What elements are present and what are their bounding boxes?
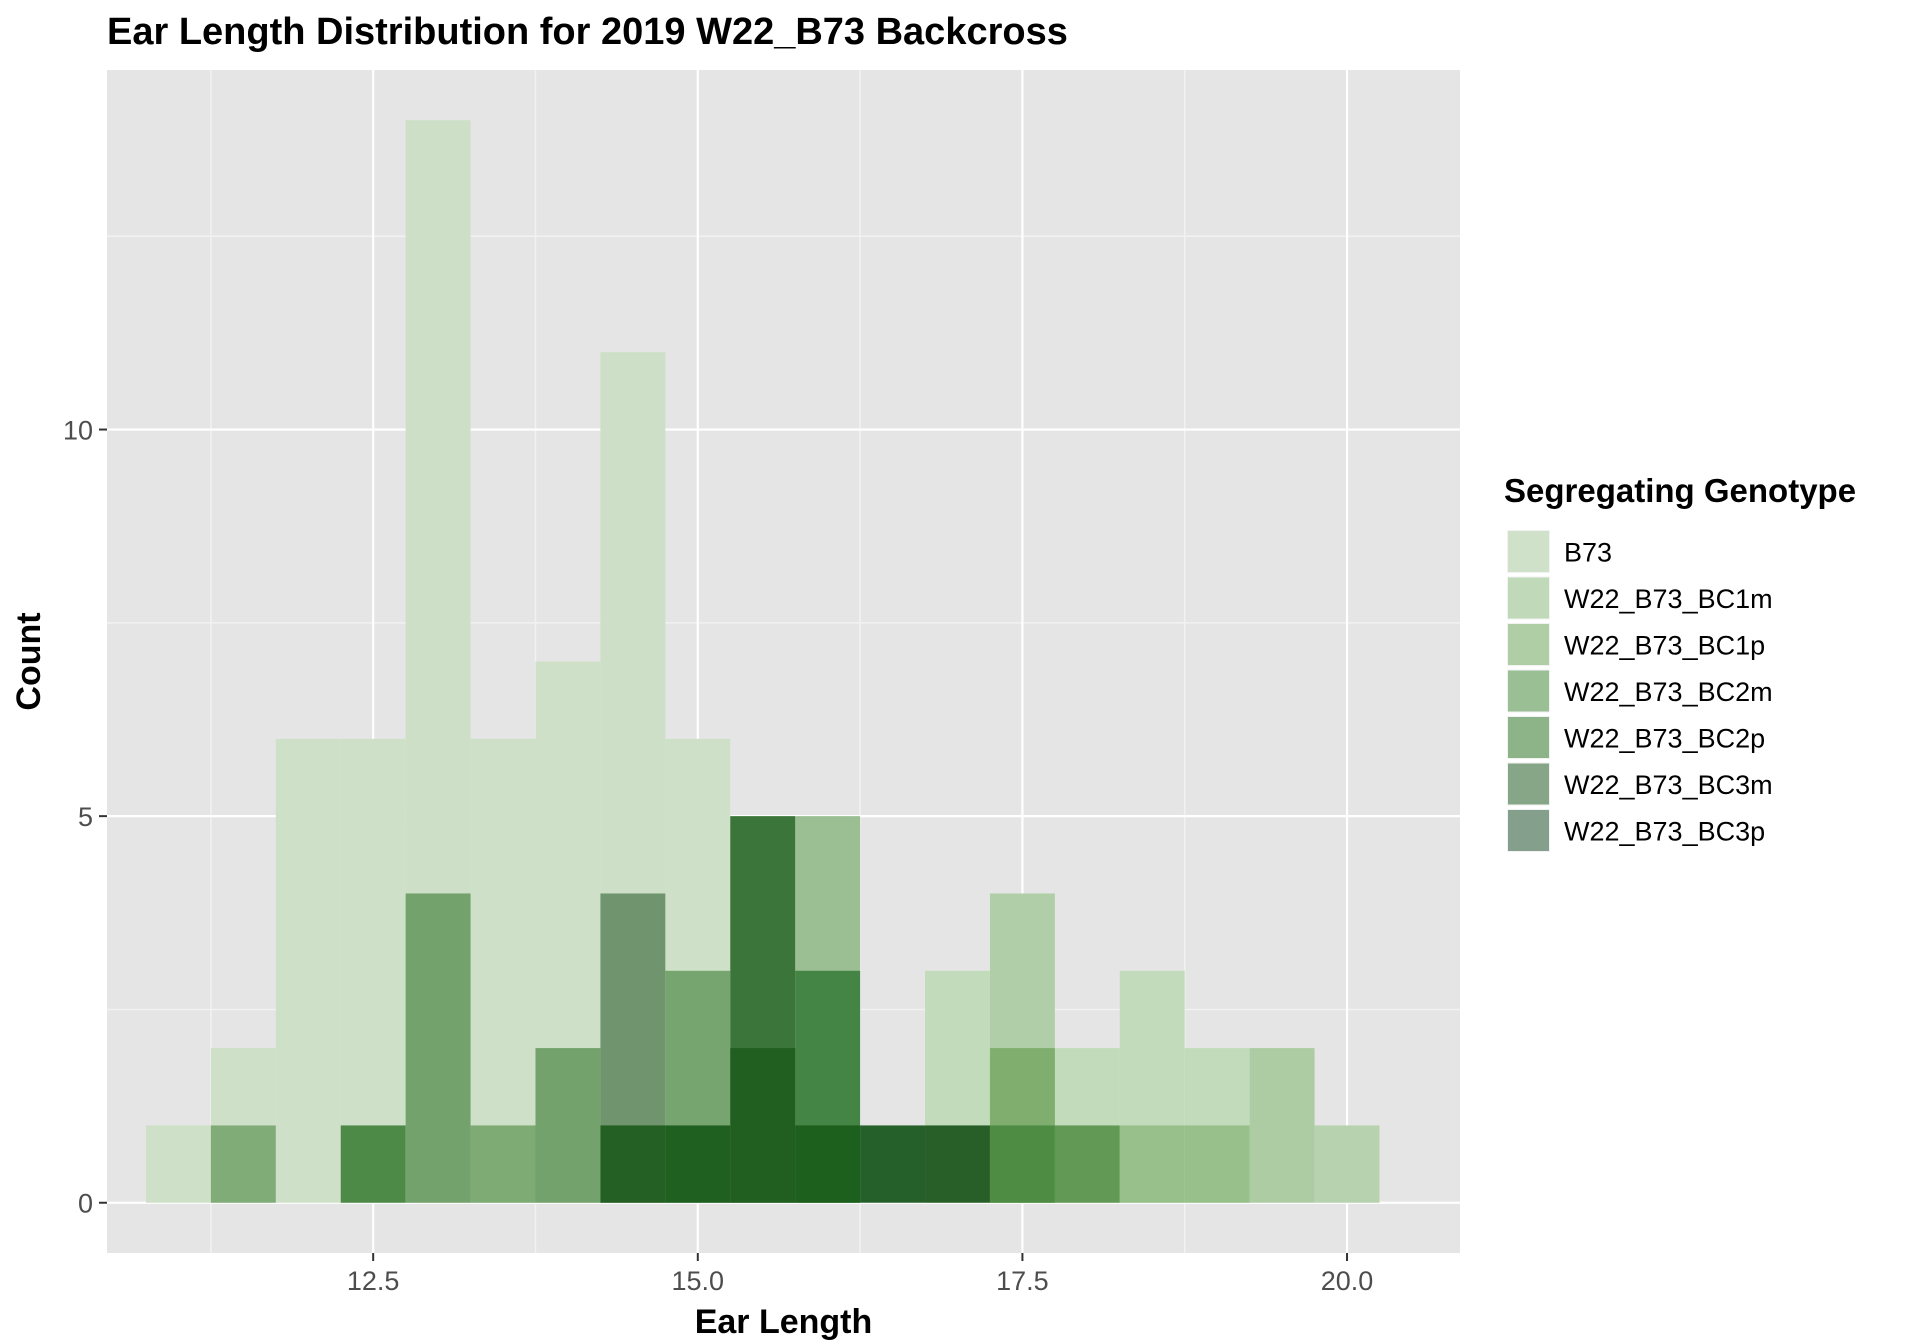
- histogram-bar: [275, 738, 341, 1203]
- histogram-bar: [340, 1125, 406, 1203]
- histogram-bar: [1119, 1125, 1185, 1203]
- legend-key: [1508, 531, 1549, 572]
- x-tick-label: 20.0: [1321, 1266, 1374, 1296]
- histogram-bar: [210, 1125, 276, 1203]
- legend-label: W22_B73_BC3m: [1564, 770, 1773, 800]
- legend-label: W22_B73_BC1m: [1564, 584, 1773, 614]
- legend-label: W22_B73_BC3p: [1564, 817, 1765, 847]
- x-tick-label: 15.0: [672, 1266, 725, 1296]
- legend-key: [1508, 717, 1549, 758]
- legend-key: [1508, 763, 1549, 805]
- legend-label: B73: [1564, 538, 1612, 568]
- legend-items: B73 W22_B73_BC1m W22_B73_BC1p W22_B73_BC2m W…: [1507, 530, 1773, 852]
- histogram-bar: [405, 893, 471, 1203]
- histogram-bar: [535, 1048, 601, 1203]
- histogram-bar: [1314, 1125, 1380, 1203]
- legend-key: [1508, 624, 1549, 665]
- histogram-bar: [925, 1125, 990, 1203]
- y-axis-title: Count: [10, 612, 48, 710]
- y-tick-label: 0: [78, 1189, 93, 1219]
- x-tick-label: 17.5: [996, 1266, 1049, 1296]
- legend-label: W22_B73_BC2p: [1564, 724, 1765, 754]
- axes: 12.5 15.0 17.5 20.0 0 5 10: [63, 416, 1373, 1296]
- histogram-bar: [989, 1125, 1055, 1203]
- histogram-bar: [730, 1048, 796, 1203]
- legend-label: W22_B73_BC2m: [1564, 677, 1773, 707]
- histogram-bars: [145, 120, 1380, 1203]
- legend-key: [1508, 577, 1549, 619]
- histogram-bar: [860, 1125, 926, 1203]
- histogram-bar: [470, 1125, 536, 1203]
- histogram-bar: [795, 1125, 861, 1203]
- x-axis-title: Ear Length: [695, 1303, 873, 1341]
- histogram-bar: [1184, 1125, 1250, 1203]
- legend-key: [1508, 670, 1549, 712]
- y-tick-label: 5: [78, 802, 93, 832]
- histogram-bar: [1249, 1048, 1315, 1203]
- histogram-bar: [600, 1125, 666, 1203]
- histogram-bar: [145, 1125, 211, 1203]
- legend-title: Segregating Genotype: [1504, 472, 1856, 509]
- histogram-bar: [1054, 1125, 1120, 1203]
- legend-label: W22_B73_BC1p: [1564, 631, 1765, 661]
- legend: Segregating Genotype B73 W22_B73_BC1m W22_…: [1504, 472, 1856, 852]
- histogram-bar: [665, 1125, 731, 1203]
- legend-key: [1508, 810, 1549, 851]
- chart-title: Ear Length Distribution for 2019 W22_B73…: [107, 11, 1068, 53]
- x-tick-label: 12.5: [347, 1266, 400, 1296]
- y-tick-label: 10: [63, 416, 93, 446]
